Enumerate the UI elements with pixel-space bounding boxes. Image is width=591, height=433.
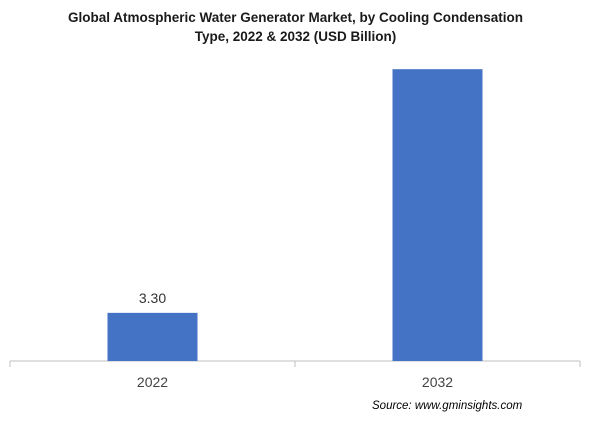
bar-2022 xyxy=(107,312,198,361)
x-tick-label-2032: 2032 xyxy=(422,374,453,390)
chart-title-line-2: Type, 2022 & 2032 (USD Billion) xyxy=(194,29,397,44)
bar-2032 xyxy=(392,69,483,361)
source-note: Source: www.gminsights.com xyxy=(372,400,523,412)
chart-title-line-1: Global Atmospheric Water Generator Marke… xyxy=(67,10,524,25)
x-tick-label-2022: 2022 xyxy=(137,374,168,390)
chart-title: Global Atmospheric Water Generator Marke… xyxy=(0,8,591,46)
data-label-2022: 3.30 xyxy=(139,290,166,306)
